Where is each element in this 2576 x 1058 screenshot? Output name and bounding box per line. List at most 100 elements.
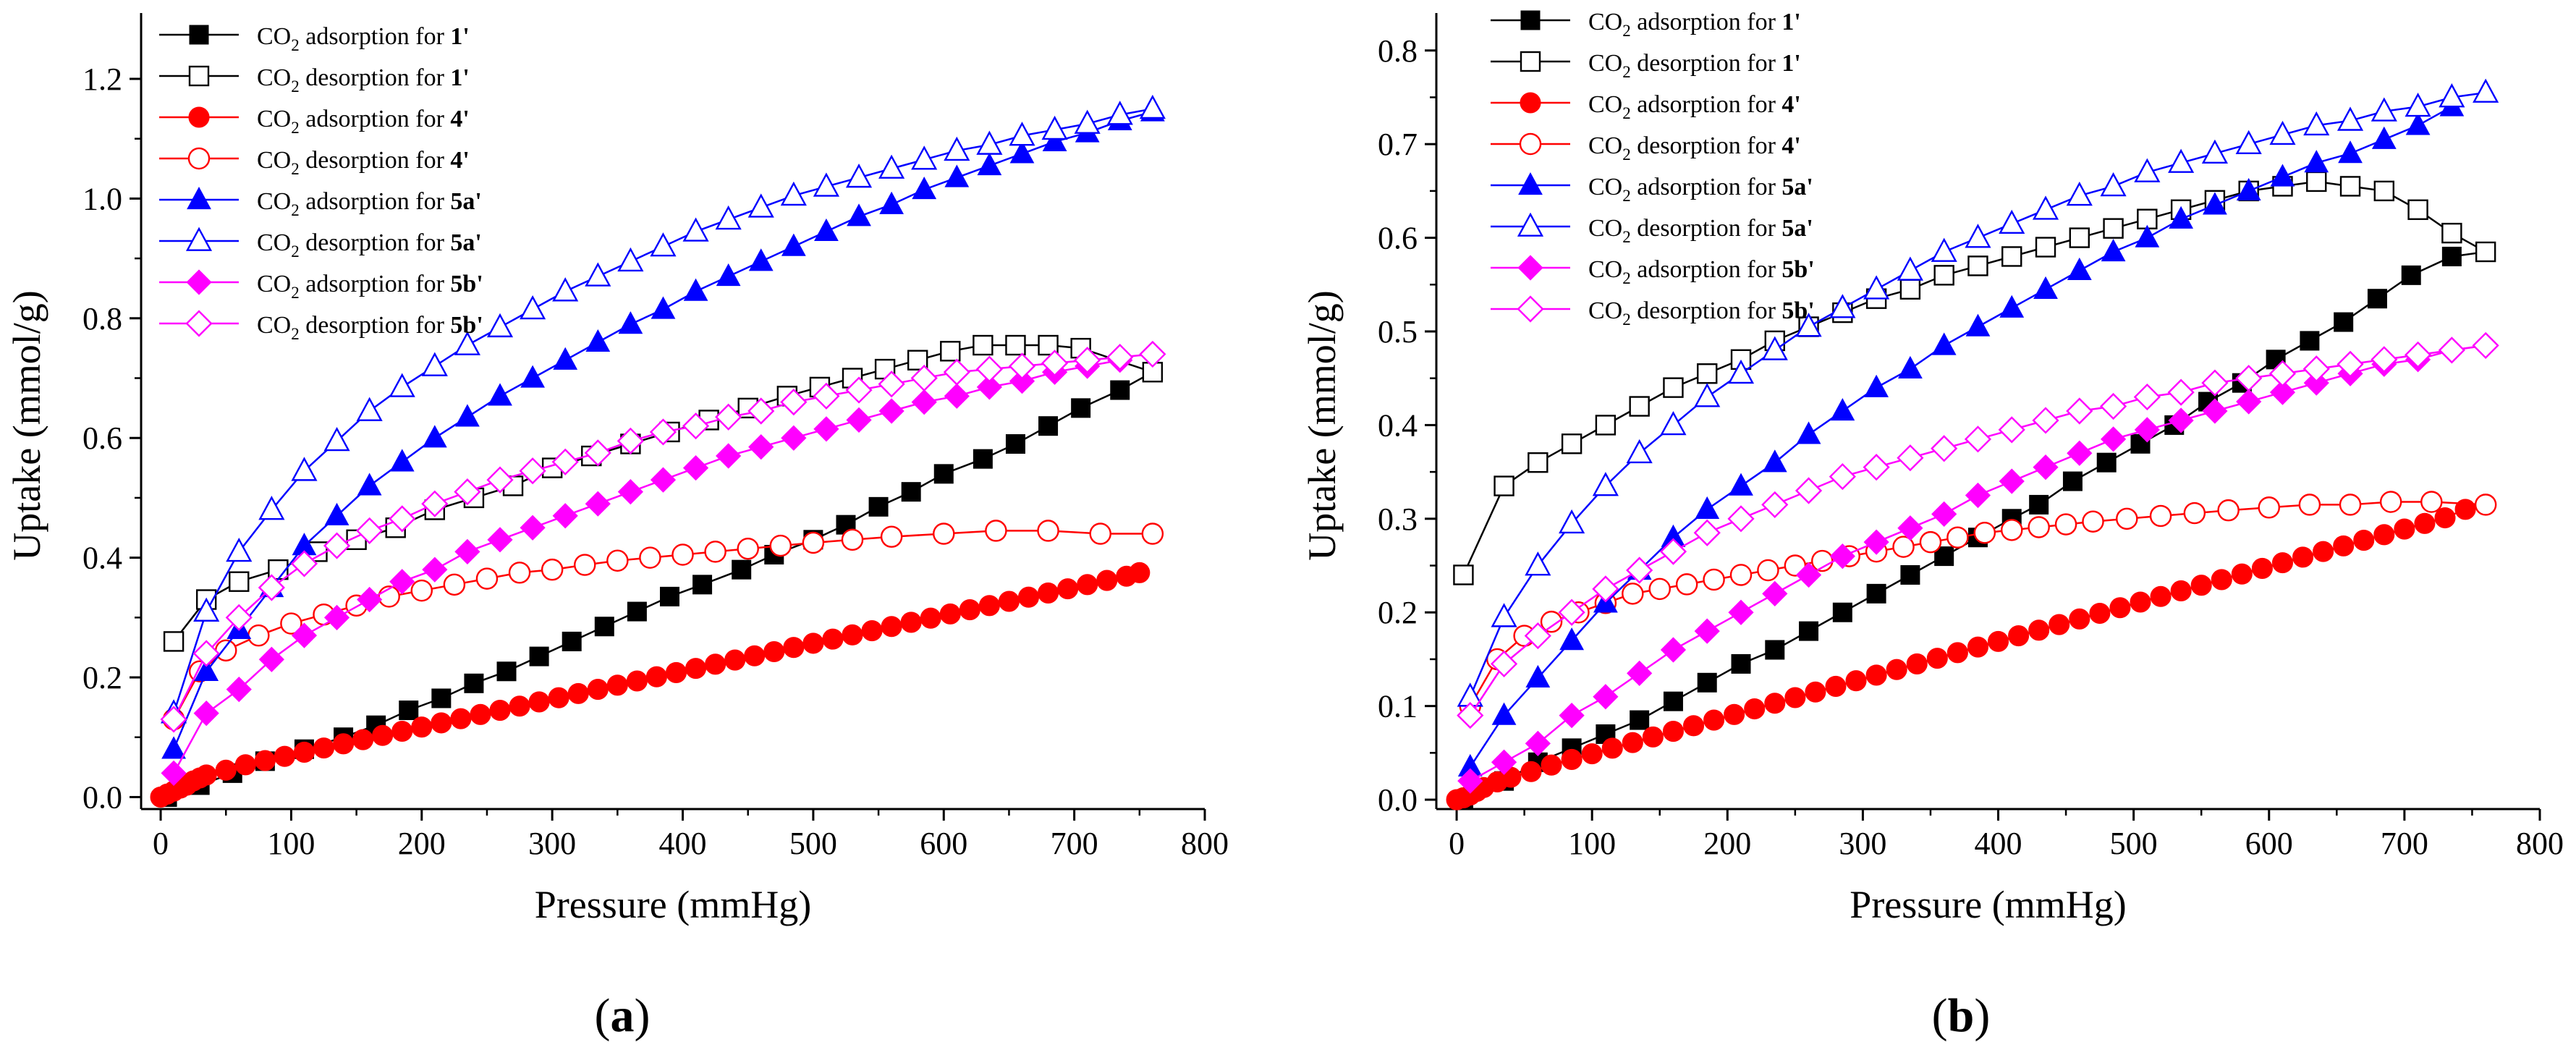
legend-item: CO2 adsorption for 1' bbox=[1491, 9, 1801, 40]
legend-marker bbox=[189, 25, 209, 45]
data-point bbox=[2096, 452, 2117, 473]
data-point bbox=[1728, 599, 1754, 625]
data-point bbox=[323, 532, 351, 559]
data-point bbox=[1946, 526, 1969, 549]
data-point bbox=[2333, 535, 2355, 556]
data-point bbox=[650, 232, 677, 257]
legend-label: CO2 adsorption for 5a' bbox=[1588, 174, 1813, 205]
data-point bbox=[2066, 397, 2093, 425]
data-point bbox=[323, 426, 350, 452]
data-point bbox=[1524, 622, 1551, 650]
data-point bbox=[2067, 440, 2093, 466]
data-point bbox=[2033, 276, 2058, 299]
data-point bbox=[2338, 140, 2363, 164]
y-tick-label: 0.6 bbox=[1378, 221, 1418, 256]
data-point bbox=[192, 640, 220, 667]
data-point bbox=[651, 296, 676, 319]
data-point bbox=[548, 687, 569, 708]
data-point bbox=[1627, 660, 1653, 686]
data-point bbox=[1491, 702, 1517, 725]
data-point bbox=[813, 416, 839, 442]
data-point bbox=[626, 670, 648, 692]
data-point bbox=[1946, 642, 1968, 664]
data-point bbox=[649, 418, 677, 446]
legend-item: CO2 desorption for 4' bbox=[1491, 132, 1801, 164]
series-line bbox=[173, 530, 1153, 720]
data-point bbox=[450, 708, 472, 729]
data-point bbox=[280, 612, 302, 635]
data-point bbox=[225, 604, 253, 631]
data-point bbox=[486, 466, 514, 494]
data-point bbox=[2370, 97, 2397, 122]
data-point bbox=[1662, 721, 1684, 742]
legend-marker bbox=[1520, 51, 1541, 72]
data-point bbox=[454, 478, 481, 506]
data-point bbox=[1897, 444, 1924, 472]
data-point bbox=[1601, 737, 1623, 759]
data-point bbox=[780, 388, 808, 416]
data-point bbox=[1660, 637, 1687, 663]
data-point bbox=[1863, 529, 1889, 555]
data-point bbox=[1592, 575, 1619, 603]
data-point bbox=[1864, 374, 1889, 397]
data-point bbox=[1965, 313, 1991, 337]
series-line bbox=[1469, 106, 2453, 768]
y-tick-label: 0.8 bbox=[1378, 33, 1418, 69]
data-point bbox=[1967, 636, 1989, 658]
data-point bbox=[520, 295, 546, 320]
y-axis-title: Uptake (mmol/g) bbox=[1300, 290, 1344, 560]
data-point bbox=[1899, 279, 1921, 300]
data-point bbox=[333, 733, 355, 755]
data-point bbox=[585, 329, 611, 352]
data-point bbox=[1898, 355, 1923, 378]
data-point bbox=[1727, 505, 1755, 533]
data-point bbox=[933, 464, 954, 484]
legend-item: CO2 adsorption for 5b' bbox=[159, 269, 483, 302]
data-point bbox=[411, 716, 433, 738]
data-point bbox=[1906, 653, 1928, 674]
data-point bbox=[1559, 509, 1585, 534]
data-point bbox=[1825, 675, 1847, 698]
legend-marker bbox=[186, 269, 212, 295]
legend-marker bbox=[188, 65, 210, 87]
data-point bbox=[618, 311, 643, 334]
data-point bbox=[1697, 363, 1718, 384]
y-tick-label: 0.0 bbox=[1378, 782, 1418, 818]
data-point bbox=[1525, 551, 1551, 576]
data-point bbox=[2405, 92, 2431, 117]
data-point bbox=[2134, 417, 2160, 443]
data-point bbox=[2434, 507, 2456, 529]
x-tick-label: 500 bbox=[2110, 826, 2158, 861]
data-point bbox=[1764, 693, 1786, 714]
data-point bbox=[1933, 265, 1954, 286]
data-point bbox=[1931, 501, 1957, 527]
data-point bbox=[2394, 518, 2415, 540]
legend-marker bbox=[1519, 132, 1542, 156]
data-point bbox=[1675, 573, 1698, 596]
data-point bbox=[959, 599, 980, 621]
data-point bbox=[716, 443, 742, 469]
y-tick-label: 0.7 bbox=[1378, 127, 1418, 162]
data-point bbox=[553, 347, 578, 370]
data-point bbox=[1520, 761, 1542, 782]
data-point bbox=[2236, 389, 2262, 415]
data-point bbox=[1106, 343, 1134, 371]
x-tick-label: 600 bbox=[920, 826, 967, 861]
data-point bbox=[683, 278, 708, 301]
legend-label: CO2 adsorption for 5b' bbox=[257, 271, 483, 302]
data-point bbox=[1795, 562, 1822, 588]
data-point bbox=[2101, 239, 2126, 262]
data-point bbox=[2405, 112, 2431, 135]
data-point bbox=[973, 334, 993, 356]
data-point bbox=[1017, 586, 1040, 608]
data-point bbox=[1457, 701, 1484, 729]
data-point bbox=[813, 382, 840, 410]
data-point bbox=[2116, 507, 2138, 530]
data-point bbox=[911, 389, 937, 415]
data-point bbox=[1038, 416, 1059, 436]
data-point bbox=[920, 607, 941, 629]
data-point bbox=[2062, 471, 2083, 491]
data-point bbox=[2454, 499, 2476, 520]
legend-item: CO2 adsorption for 5a' bbox=[1491, 172, 1813, 205]
data-point bbox=[780, 181, 807, 206]
